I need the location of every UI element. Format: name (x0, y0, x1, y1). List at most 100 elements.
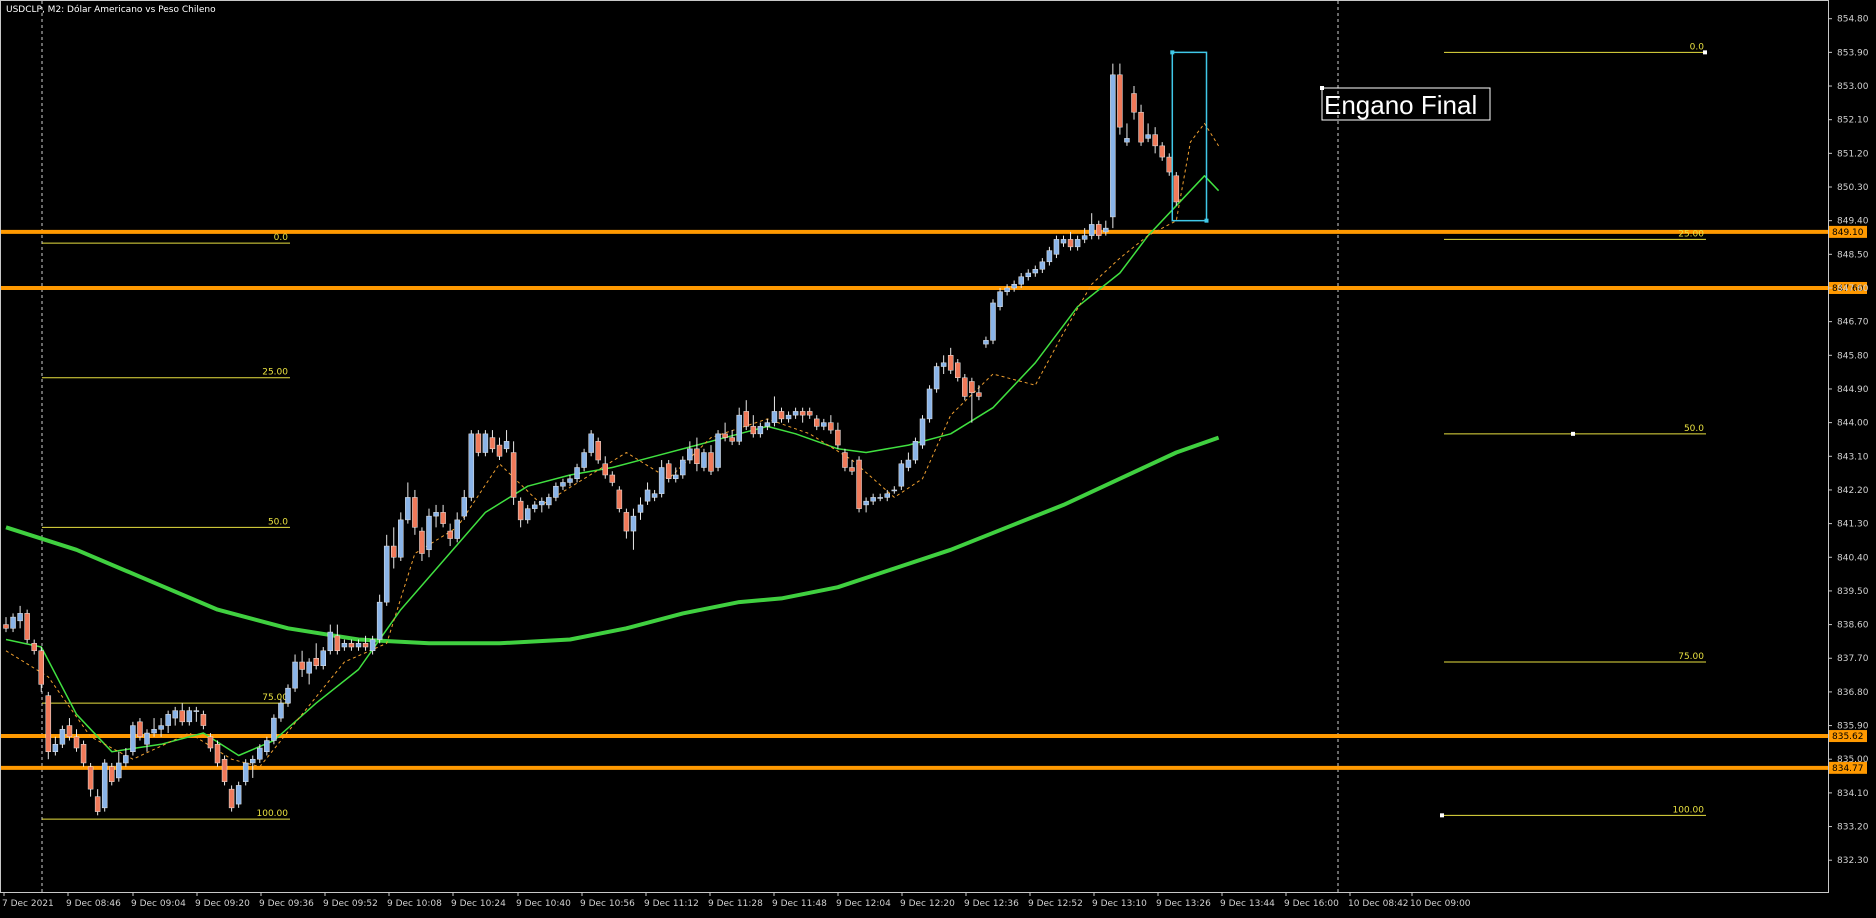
candle (814, 415, 820, 431)
candle-body (997, 291, 1003, 307)
candle-body (567, 478, 573, 483)
candle-body (440, 512, 446, 524)
candle-body (595, 441, 601, 461)
candle (609, 471, 616, 487)
x-tick-label: 9 Dec 10:40 (516, 899, 571, 909)
candle-body (821, 422, 827, 427)
candle-body (687, 448, 693, 461)
y-tick-label: 851.20 (1837, 149, 1869, 159)
y-tick-label: 832.30 (1837, 856, 1869, 866)
candle-body (884, 493, 890, 498)
candle-body (412, 497, 418, 528)
y-tick-label: 839.50 (1837, 587, 1869, 597)
candle-body (503, 441, 510, 450)
candle-body (778, 411, 785, 420)
candle-body (250, 758, 256, 764)
candle (708, 445, 714, 475)
candle (341, 639, 348, 651)
candle (348, 639, 355, 651)
candle (539, 497, 545, 513)
candle-body (926, 388, 933, 420)
candle (546, 493, 552, 509)
candle (327, 624, 334, 655)
candle (1096, 220, 1102, 240)
candle (990, 299, 996, 345)
candle (109, 762, 115, 786)
candle (447, 523, 453, 547)
candle (45, 691, 52, 760)
x-tick-label: 9 Dec 10:24 (451, 899, 506, 909)
candle (623, 508, 630, 539)
candle (475, 430, 482, 457)
candle (461, 489, 467, 520)
candle (891, 486, 898, 494)
candle-body (785, 414, 792, 420)
candle (976, 385, 982, 401)
y-tick-label: 835.00 (1837, 755, 1869, 765)
y-tick-label: 852.10 (1837, 116, 1869, 126)
candle-body (278, 702, 284, 719)
candle (715, 430, 721, 472)
candle (433, 504, 439, 528)
candle (355, 639, 362, 651)
candle (517, 497, 524, 528)
candle-body (722, 433, 728, 438)
candle (158, 718, 164, 737)
candle (235, 781, 242, 808)
candle-body (341, 643, 348, 648)
candle (1025, 269, 1031, 281)
candle (905, 452, 912, 472)
candle-body (546, 497, 552, 506)
candle (1131, 86, 1137, 120)
candle-body (849, 467, 855, 472)
candle-body (658, 467, 665, 494)
candle (179, 703, 185, 726)
candle (729, 430, 735, 446)
candle-body (898, 463, 905, 487)
candle (933, 362, 940, 393)
candle-body (228, 788, 235, 809)
candle-body (581, 452, 587, 468)
candle-body (313, 657, 319, 666)
candle (567, 474, 573, 487)
annotation-handle (1204, 218, 1209, 223)
fib-level-label: 50.0 (268, 517, 288, 527)
candle (743, 400, 749, 431)
candle-body (1173, 175, 1180, 203)
candle (898, 460, 905, 490)
annotation-handle (1170, 50, 1175, 55)
candle-body (461, 497, 467, 517)
candle (264, 736, 270, 756)
candle-body (369, 639, 376, 652)
x-tick-label: 9 Dec 09:52 (323, 899, 378, 909)
candle-body (299, 661, 305, 670)
x-tick-label: 9 Dec 12:52 (1028, 899, 1083, 909)
fib-anchor-handle (1703, 50, 1707, 55)
candle-body (130, 725, 136, 752)
x-tick-label: 10 Dec 09:00 (1410, 899, 1471, 909)
candle-body (673, 474, 679, 479)
candle-body (454, 519, 460, 539)
candle-body (292, 661, 298, 689)
candle (116, 751, 122, 782)
candle-body (1060, 239, 1067, 244)
candle-body (891, 489, 898, 492)
candle (588, 430, 594, 457)
candle-body (200, 714, 207, 726)
price-tag (1829, 761, 1867, 774)
candle (1081, 228, 1088, 244)
candle (687, 441, 693, 464)
candle (1088, 213, 1095, 240)
candle-body (539, 500, 545, 506)
candle-body (623, 512, 630, 532)
candle-body (419, 530, 425, 554)
candle-body (630, 515, 637, 532)
candle (313, 643, 319, 670)
candle-body (123, 755, 129, 764)
candle-body (376, 601, 383, 640)
candle-body (207, 736, 214, 749)
candle-body (983, 340, 989, 345)
candle (250, 755, 256, 778)
